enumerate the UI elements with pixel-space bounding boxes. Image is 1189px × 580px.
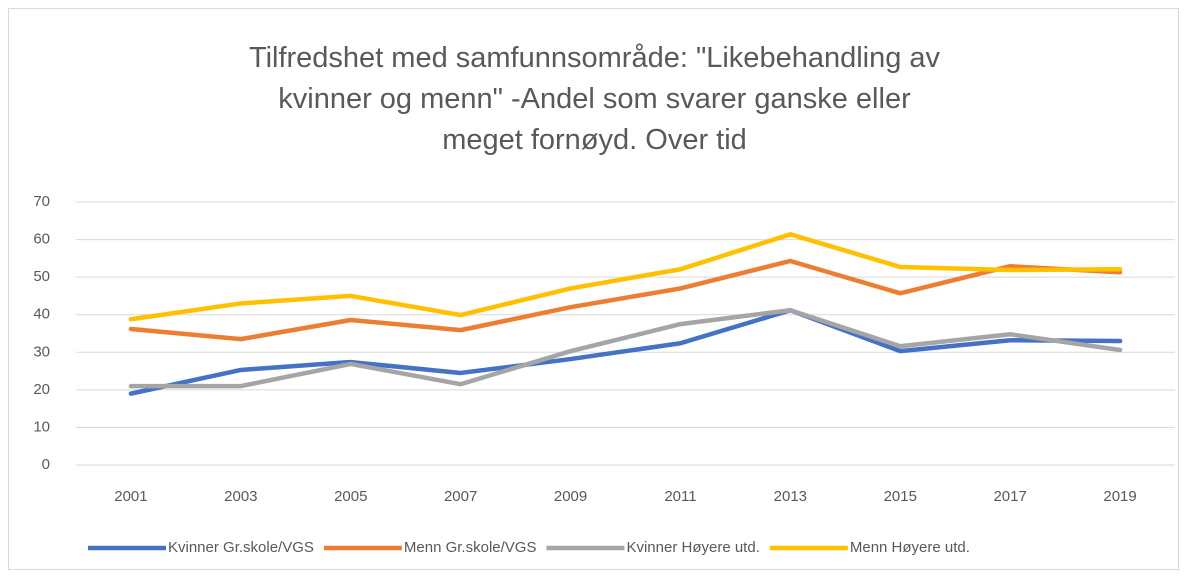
series-line: [128, 307, 1123, 396]
x-tick-label: 2001: [114, 488, 147, 505]
x-tick-label: 2015: [884, 488, 917, 505]
chart-frame: [8, 8, 1179, 570]
y-tick-label: 70: [33, 193, 50, 210]
legend-label: Kvinner Høyere utd.: [626, 539, 759, 556]
series-line: [128, 232, 1123, 322]
series-line: [128, 258, 1123, 342]
y-tick-label: 30: [33, 343, 50, 360]
legend-label: Kvinner Gr.skole/VGS: [168, 539, 314, 556]
x-tick-label: 2003: [224, 488, 257, 505]
y-tick-label: 40: [33, 306, 50, 323]
x-tick-label: 2005: [334, 488, 367, 505]
legend-label: Menn Høyere utd.: [850, 539, 970, 556]
legend-label: Menn Gr.skole/VGS: [404, 539, 537, 556]
x-tick-label: 2009: [554, 488, 587, 505]
y-tick-label: 10: [33, 418, 50, 435]
x-tick-label: 2019: [1103, 488, 1136, 505]
y-tick-label: 0: [42, 456, 50, 473]
x-tick-label: 2011: [664, 488, 696, 505]
title-box: Tilfredshet med samfunnsområde: "Likebeh…: [0, 38, 1189, 161]
y-tick-label: 50: [33, 268, 50, 285]
x-tick-label: 2013: [774, 488, 807, 505]
series-line: [128, 307, 1123, 389]
y-tick-label: 60: [33, 231, 50, 248]
x-tick-label: 2017: [993, 488, 1026, 505]
chart-title: Tilfredshet med samfunnsområde: "Likebeh…: [248, 42, 941, 156]
x-tick-label: 2007: [444, 488, 477, 505]
y-tick-label: 20: [33, 381, 50, 398]
